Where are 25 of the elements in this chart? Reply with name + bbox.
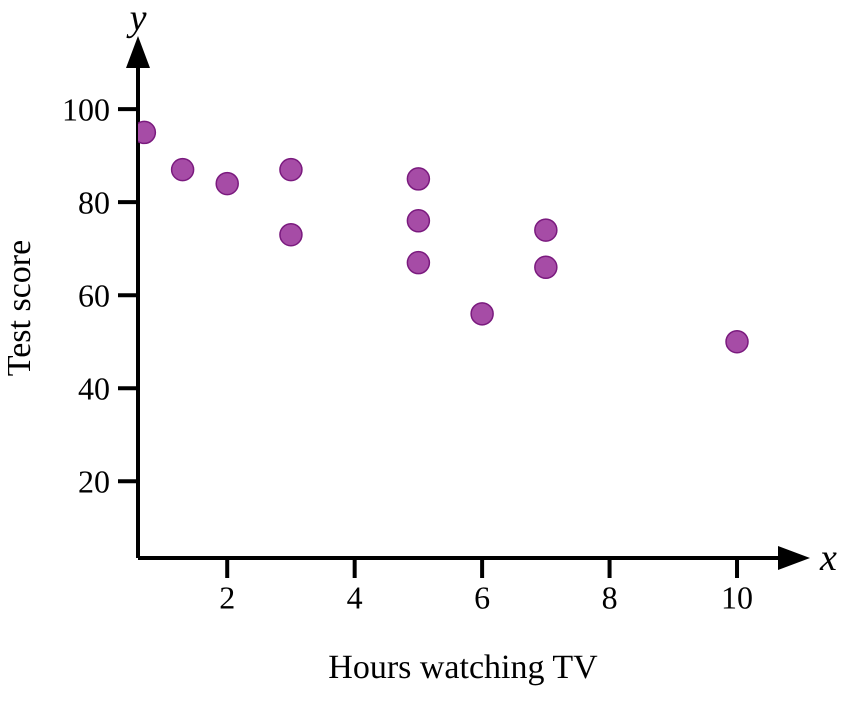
- point: [470, 302, 494, 326]
- point: [406, 167, 430, 191]
- y-tick-label: 60: [78, 278, 110, 314]
- x-tick-label: 6: [474, 580, 490, 616]
- point: [170, 158, 194, 182]
- x-axis-title: Hours watching TV: [328, 649, 598, 686]
- text: y: [126, 0, 147, 39]
- point: [725, 330, 749, 354]
- y-tick-label: 80: [78, 184, 110, 221]
- y-axis-title: Test score: [1, 240, 38, 376]
- x-tick-label: 8: [602, 580, 618, 616]
- point: [279, 222, 303, 246]
- x-tick-label: 2: [219, 580, 236, 616]
- point: [406, 209, 430, 233]
- point: [534, 256, 558, 280]
- point: [215, 172, 239, 196]
- point: [406, 250, 430, 274]
- y-tick-label: 100: [62, 92, 110, 128]
- y-tick-label: 40: [78, 370, 110, 407]
- x-tick-label: 10: [721, 580, 754, 616]
- point: [534, 218, 558, 242]
- text: x: [819, 537, 837, 579]
- x-tick-label: 4: [346, 580, 363, 616]
- y-tick-label: 20: [78, 464, 110, 500]
- point: [279, 158, 303, 182]
